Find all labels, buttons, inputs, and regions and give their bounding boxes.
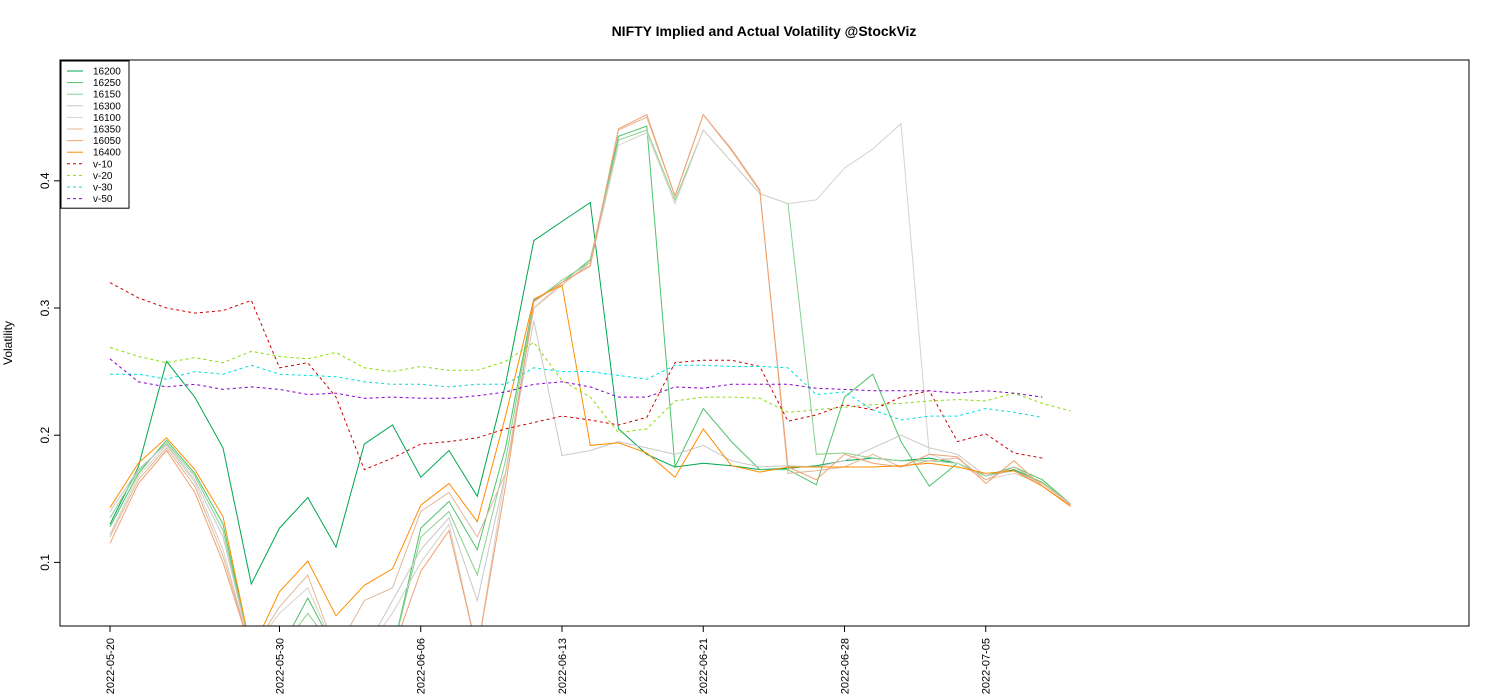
- legend-label: v-20: [93, 171, 113, 182]
- series-line-v-10: [109, 282, 1043, 471]
- series-line-16150: [109, 129, 1071, 626]
- legend: 1620016250161501630016100163501605016400…: [60, 60, 130, 209]
- chart-title: NIFTY Implied and Actual Volatility @Sto…: [612, 23, 917, 39]
- plot-area: [109, 113, 1071, 626]
- legend-label: v-10: [93, 159, 113, 170]
- plot-frame: [59, 59, 1470, 627]
- series-line-v-30: [110, 364, 1043, 421]
- x-tick-label: 2022-06-06: [416, 638, 428, 694]
- legend-label: 16400: [93, 148, 121, 159]
- y-axis: 0.1 0.2 0.3 0.4: [38, 172, 60, 571]
- series-line-v-50: [109, 358, 1043, 399]
- y-axis-label: Volatility: [1, 321, 15, 365]
- series-line-16250: [109, 125, 1071, 626]
- y-tick-label: 0.1: [38, 554, 52, 571]
- y-tick-label: 0.3: [38, 299, 52, 316]
- x-tick-label: 2022-07-05: [981, 638, 993, 694]
- legend-label: 16200: [93, 67, 121, 78]
- x-tick-label: 2022-06-28: [839, 638, 851, 694]
- series-line-16300: [109, 320, 1071, 626]
- legend-label: 16100: [93, 113, 121, 124]
- series-line-16400: [109, 284, 1071, 626]
- x-axis: 2022-05-20 2022-05-30 2022-06-06 2022-06-13…: [105, 626, 993, 694]
- x-tick-label: 2022-06-21: [698, 638, 710, 694]
- legend-label: v-30: [93, 183, 113, 194]
- series-line-16350: [109, 113, 1071, 626]
- legend-label: v-50: [93, 194, 113, 205]
- legend-label: 16350: [93, 125, 121, 136]
- legend-label: 16050: [93, 136, 121, 147]
- legend-label: 16250: [93, 78, 121, 89]
- x-tick-label: 2022-05-20: [105, 638, 117, 694]
- series-line-16200: [109, 201, 1071, 586]
- series-line-v-20: [109, 341, 1071, 434]
- series-line-16050: [109, 113, 1071, 626]
- legend-label: 16300: [93, 101, 121, 112]
- y-tick-label: 0.4: [38, 172, 52, 189]
- legend-box: [60, 60, 130, 209]
- x-tick-label: 2022-05-30: [274, 638, 286, 694]
- x-tick-label: 2022-06-13: [557, 638, 569, 694]
- legend-label: 16150: [93, 90, 121, 101]
- y-tick-label: 0.2: [38, 427, 52, 444]
